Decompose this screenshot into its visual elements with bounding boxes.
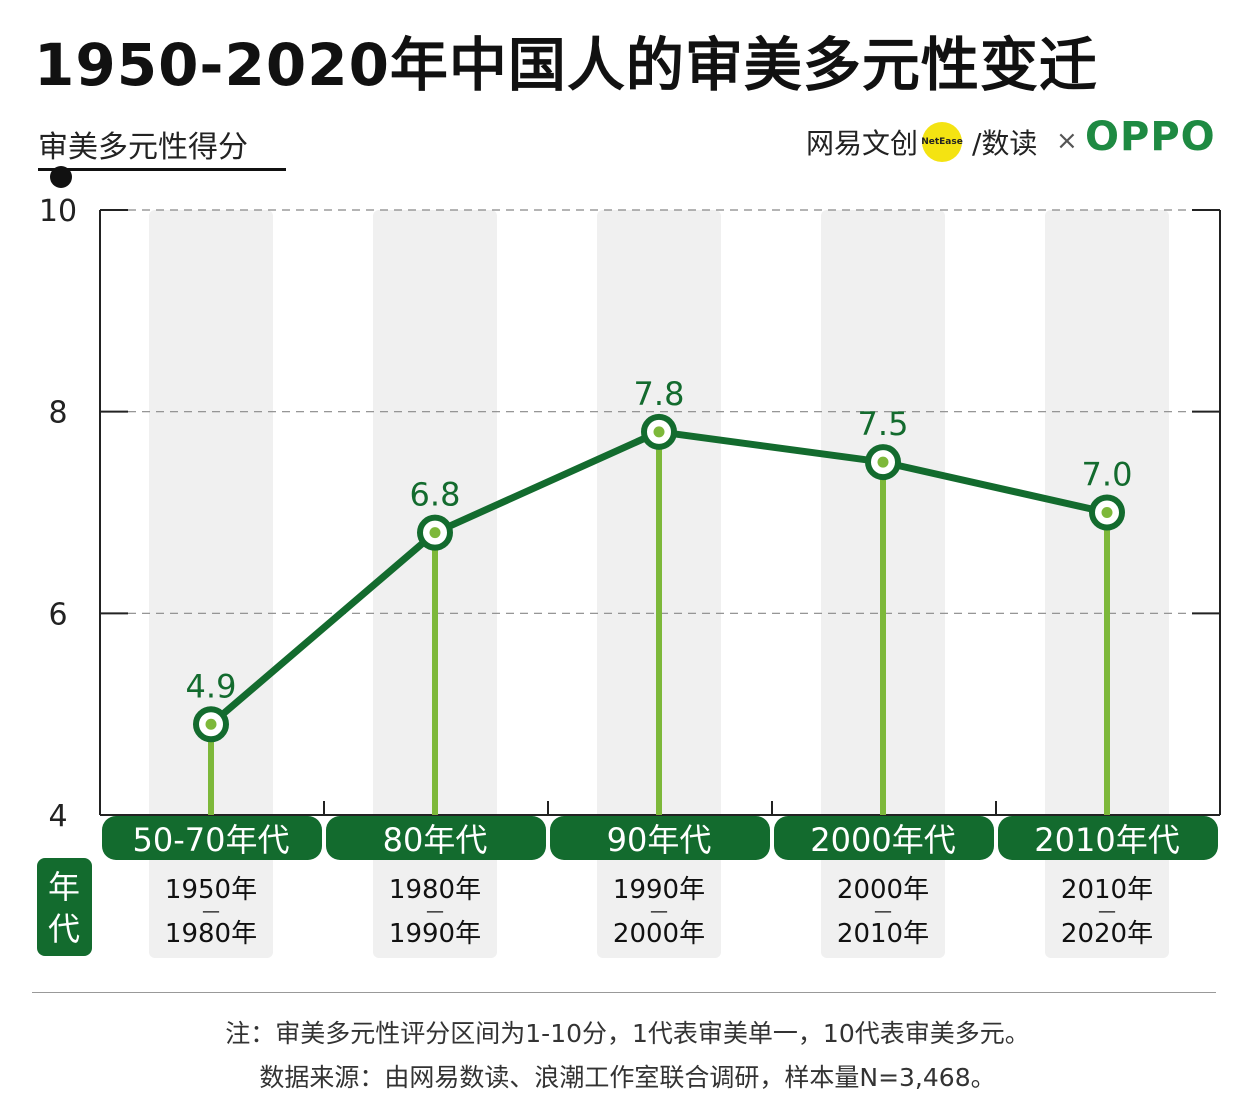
data-labels: 4.9 6.8 7.8 7.5 7.0 — [186, 375, 1133, 705]
x-tick-label: 2000年代 — [810, 821, 955, 859]
range-end: 2020年 — [1061, 919, 1153, 949]
decade-label-box — [37, 858, 92, 956]
range-start: 2010年 — [1061, 875, 1153, 905]
x-tick-label: 50-70年代 — [133, 821, 290, 859]
data-point-center — [205, 718, 217, 730]
line-chart: 4 6 8 10 4.9 6.8 7.8 7.5 7.0 50-70年代 80年代 90年代 200… — [37, 194, 1221, 958]
y-axis-title: 审美多元性得分 — [38, 130, 248, 165]
range-start: 1980年 — [389, 875, 481, 905]
value-stems — [208, 431, 1110, 815]
data-label: 4.9 — [186, 667, 237, 705]
oppo-logo: OPPO — [1085, 114, 1216, 160]
data-point-center — [1101, 507, 1113, 518]
subtitle-underline — [38, 168, 286, 171]
category-pill — [550, 816, 770, 860]
data-point-center — [429, 527, 441, 539]
range-separator: — — [1098, 901, 1116, 922]
range-start: 1990年 — [613, 875, 705, 905]
x-axis-title: 代 — [48, 910, 80, 948]
data-label: 6.8 — [410, 476, 461, 514]
range-separator: — — [650, 901, 668, 922]
netease-logo: 网易文创 NetEase — [806, 122, 963, 162]
x-axis-title: 年 — [48, 868, 80, 906]
category-pill — [102, 816, 322, 860]
shudu-logo: /数读 — [972, 127, 1038, 160]
data-label: 7.5 — [858, 405, 909, 443]
y-tick-label: 6 — [48, 597, 67, 632]
data-point-center — [877, 456, 889, 468]
category-pill — [774, 816, 994, 860]
range-start: 2000年 — [837, 875, 929, 905]
decade-side-label: 年代 — [37, 858, 92, 956]
data-point-center — [653, 426, 665, 438]
range-separator: — — [426, 901, 444, 922]
y-tick-label: 4 — [48, 799, 67, 834]
footnote-source: 数据来源：由网易数读、浪潮工作室联合调研，样本量N=3,468。 — [259, 1063, 996, 1092]
category-bar: 50-70年代 80年代 90年代 2000年代 2010年代 — [102, 816, 1218, 860]
x-tick-label: 2010年代 — [1034, 821, 1179, 859]
netease-badge: NetEase — [921, 122, 963, 162]
y-tick-label: 10 — [39, 194, 77, 229]
category-pill — [998, 816, 1218, 860]
y-axis-dot — [50, 166, 72, 188]
year-ranges: 1950年—1980年1980年—1990年1990年—2000年2000年—2… — [165, 875, 1153, 949]
range-separator: — — [874, 901, 892, 922]
range-start: 1950年 — [165, 875, 257, 905]
range-end: 1980年 — [165, 919, 257, 949]
netease-text: 网易文创 — [806, 127, 919, 160]
footer-divider — [32, 992, 1216, 993]
range-end: 1990年 — [389, 919, 481, 949]
data-label: 7.8 — [634, 375, 685, 413]
range-end: 2010年 — [837, 919, 929, 949]
x-tick-label: 80年代 — [383, 821, 488, 859]
chart-title: 1950-2020年中国人的审美多元性变迁 — [34, 31, 1098, 99]
category-pill — [326, 816, 546, 860]
range-end: 2000年 — [613, 919, 705, 949]
category-band — [149, 210, 273, 958]
range-separator: — — [202, 901, 220, 922]
data-label: 7.0 — [1082, 456, 1133, 494]
y-tick-label: 8 — [48, 396, 67, 431]
footnote-scale: 注：审美多元性评分区间为1-10分，1代表审美单一，10代表审美多元。 — [225, 1019, 1030, 1048]
data-points — [193, 413, 1125, 743]
times-icon: × — [1056, 126, 1078, 156]
x-tick-label: 90年代 — [607, 821, 712, 859]
